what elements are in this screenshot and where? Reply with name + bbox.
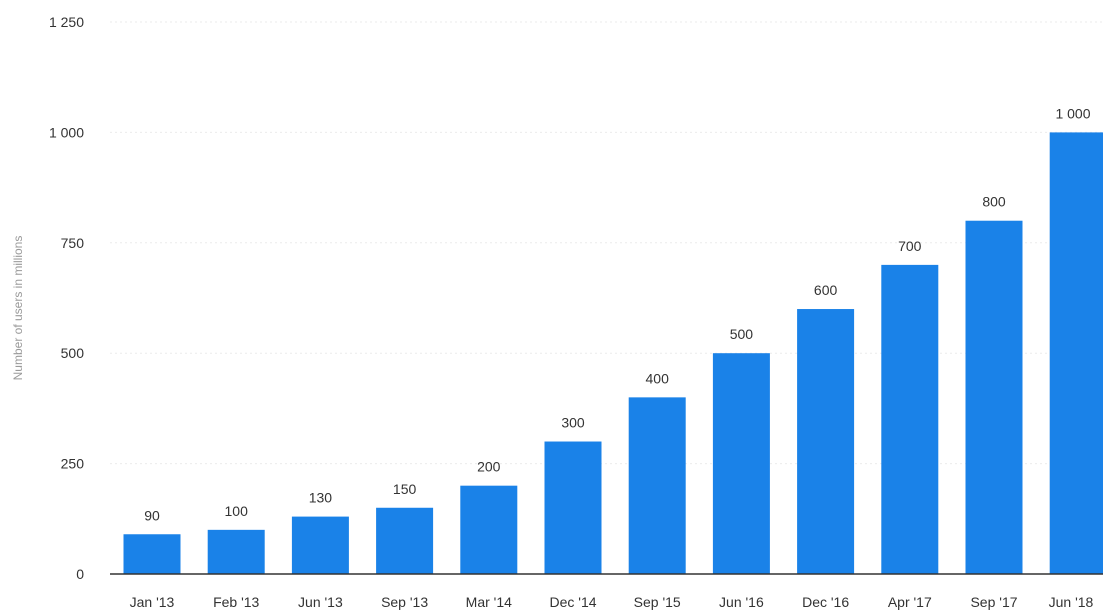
x-tick-label: Mar '14 <box>466 594 512 610</box>
y-tick-label: 1 250 <box>49 14 84 30</box>
y-tick-label: 250 <box>61 456 85 472</box>
bar[interactable] <box>376 507 434 574</box>
bar-value-label: 1 000 <box>1055 105 1090 121</box>
y-axis-title: Number of users in millions <box>11 236 25 381</box>
bar[interactable] <box>965 220 1023 574</box>
bar-value-label: 400 <box>646 370 670 386</box>
bar-value-label: 90 <box>144 507 160 523</box>
bar-value-label: 700 <box>898 238 922 254</box>
gridlines <box>110 21 1103 465</box>
x-tick-label: Jun '13 <box>298 594 343 610</box>
x-tick-label: Sep '13 <box>381 594 428 610</box>
bar[interactable] <box>797 309 855 574</box>
x-tick-label: Sep '17 <box>970 594 1017 610</box>
bar-value-label: 100 <box>225 503 249 519</box>
bar[interactable] <box>207 529 265 574</box>
x-tick-label: Feb '13 <box>213 594 259 610</box>
x-tick-label: Jun '18 <box>1049 594 1094 610</box>
x-tick-label: Apr '17 <box>888 594 932 610</box>
bar[interactable] <box>544 441 602 574</box>
bar-value-label: 130 <box>309 490 333 506</box>
x-tick-label: Sep '15 <box>634 594 681 610</box>
y-tick-label: 1 000 <box>49 124 84 140</box>
bar[interactable] <box>712 353 770 574</box>
x-tick-label: Jan '13 <box>130 594 175 610</box>
bars <box>123 132 1103 574</box>
y-axis-ticks: 0 250 500 750 1 000 1 250 <box>49 14 84 582</box>
bar-value-label: 600 <box>814 282 838 298</box>
bar-value-label: 800 <box>982 194 1006 210</box>
x-tick-label: Jun '16 <box>719 594 764 610</box>
x-axis-ticks: Jan '13 Feb '13 Jun '13 Sep '13 Mar '14 Dec '… <box>130 594 1094 610</box>
x-tick-label: Dec '16 <box>802 594 849 610</box>
bar-value-label: 150 <box>393 481 417 497</box>
bar[interactable] <box>628 397 686 574</box>
x-tick-label: Dec '14 <box>549 594 596 610</box>
bar[interactable] <box>881 264 939 574</box>
data-labels: 90 100 130 150 200 300 400 500 600 700 800 1 000 <box>144 105 1091 523</box>
bar[interactable] <box>1049 132 1103 574</box>
y-tick-label: 0 <box>76 566 84 582</box>
bar[interactable] <box>291 516 349 574</box>
y-tick-label: 750 <box>61 235 85 251</box>
y-tick-label: 500 <box>61 345 85 361</box>
bar-value-label: 300 <box>561 415 585 431</box>
bar[interactable] <box>123 534 181 574</box>
bar[interactable] <box>460 485 518 574</box>
bar-value-label: 200 <box>477 459 501 475</box>
bar-value-label: 500 <box>730 326 754 342</box>
